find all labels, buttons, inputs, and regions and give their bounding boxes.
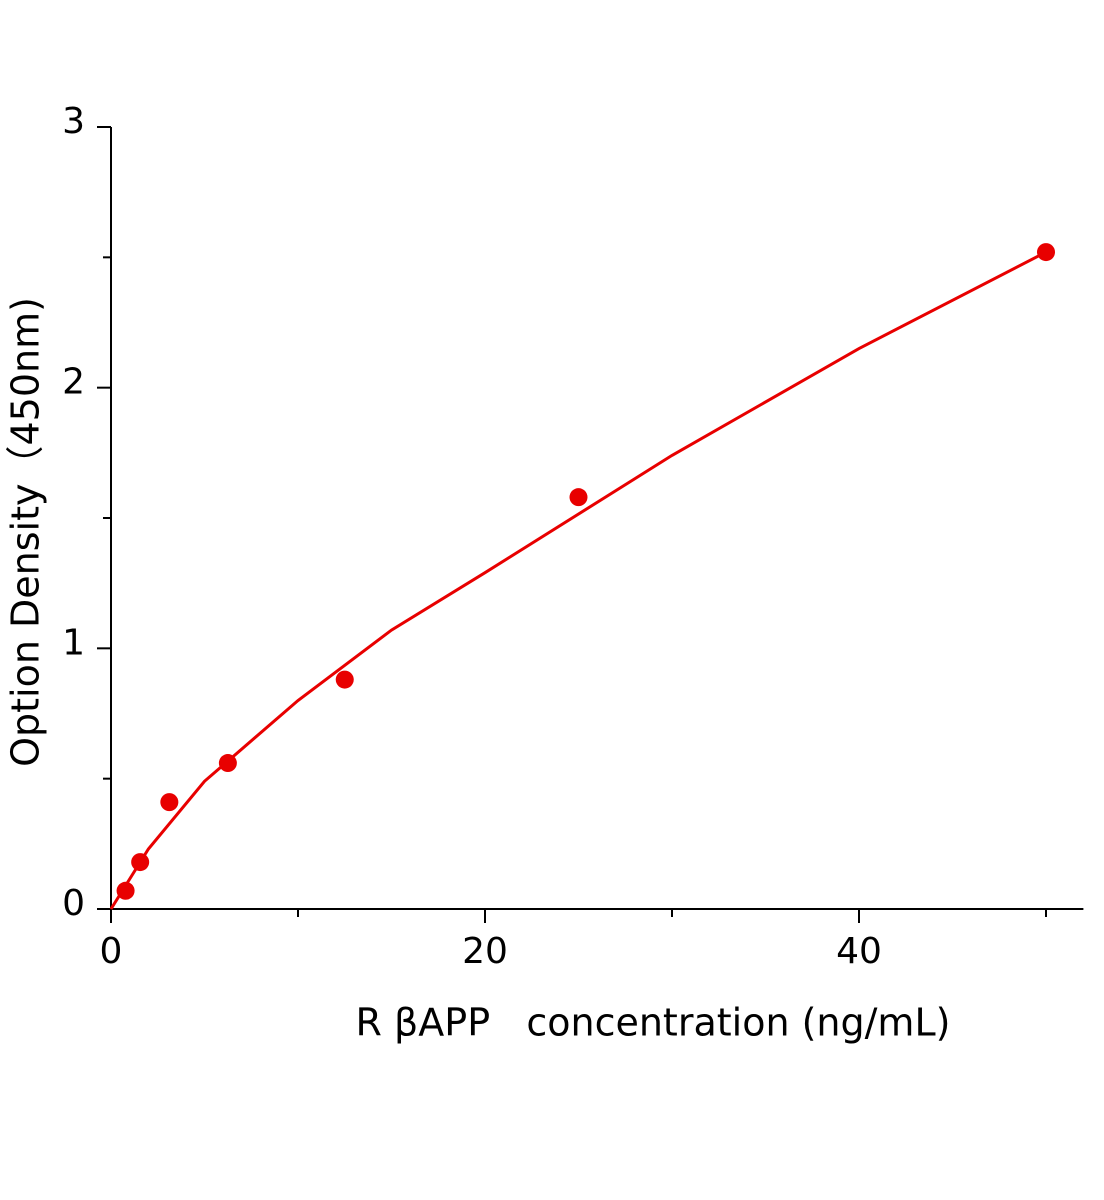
y-tick-label: 1 <box>62 622 85 663</box>
fit-curve <box>109 250 1047 910</box>
data-point <box>116 881 135 900</box>
x-tick-label: 0 <box>100 931 123 972</box>
data-point <box>160 793 179 812</box>
data-point <box>218 754 237 773</box>
y-axis-label: Option Density（450nm) <box>4 297 48 767</box>
data-point <box>569 488 588 507</box>
y-tick-label: 0 <box>62 883 85 924</box>
x-tick-label: 20 <box>462 931 508 972</box>
data-point <box>335 670 354 689</box>
x-tick-label: 40 <box>836 931 882 972</box>
data-point <box>131 853 150 872</box>
y-tick-label: 3 <box>62 101 85 142</box>
x-axis-label: R βAPP concentration (ng/mL) <box>356 1001 951 1045</box>
y-tick-label: 2 <box>62 362 85 403</box>
data-point <box>1037 243 1055 262</box>
